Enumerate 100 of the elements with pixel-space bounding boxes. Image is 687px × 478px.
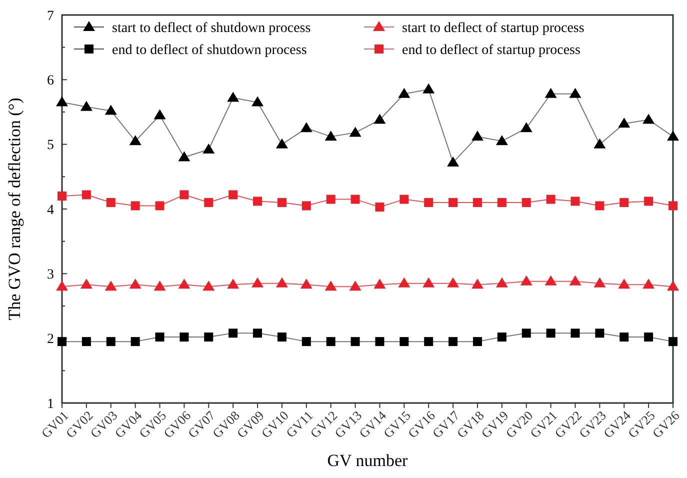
point: [642, 114, 655, 124]
y-tick-label: 3: [47, 268, 54, 283]
y-tick-label: 2: [47, 332, 54, 348]
point: [80, 278, 92, 289]
point: [497, 198, 506, 208]
legend-label: end to deflect of shutdown process: [112, 42, 307, 58]
point: [302, 337, 311, 346]
point: [374, 114, 386, 124]
point: [424, 198, 434, 208]
point: [180, 332, 189, 342]
point: [277, 198, 286, 208]
point: [644, 196, 654, 206]
point: [324, 130, 337, 141]
point: [349, 280, 362, 291]
point: [228, 328, 238, 338]
point: [180, 190, 189, 200]
point: [620, 332, 629, 342]
point: [472, 337, 482, 346]
point: [522, 198, 531, 208]
point: [178, 151, 190, 162]
y-tick-label: 7: [47, 8, 54, 24]
y-tick-label: 6: [47, 74, 54, 89]
point: [324, 280, 337, 291]
point: [253, 196, 262, 206]
point: [595, 328, 604, 338]
point: [522, 328, 531, 338]
y-tick-label: 1: [47, 396, 54, 412]
y-tick-label: 5: [47, 138, 54, 154]
point: [424, 337, 434, 346]
point: [228, 190, 238, 200]
point: [56, 280, 68, 291]
point: [667, 130, 679, 141]
point: [178, 278, 190, 289]
point: [276, 138, 288, 148]
point: [595, 201, 604, 210]
point: [104, 104, 117, 115]
point: [80, 100, 92, 111]
point: [155, 332, 164, 342]
point: [252, 96, 264, 106]
point: [104, 280, 117, 291]
point: [398, 88, 410, 98]
point: [202, 144, 215, 154]
point: [497, 332, 506, 342]
point: [448, 198, 458, 208]
legend-label: start to deflect of shutdown process: [112, 20, 311, 36]
point: [594, 277, 606, 288]
point: [668, 201, 678, 210]
point: [253, 328, 262, 338]
legend-label: end to deflect of startup process: [402, 42, 580, 58]
point: [471, 130, 484, 141]
point: [496, 277, 508, 288]
point: [642, 278, 655, 289]
point: [668, 337, 678, 346]
point: [350, 194, 360, 204]
point: [374, 278, 386, 289]
point: [594, 138, 606, 148]
point: [300, 122, 312, 132]
point: [544, 88, 557, 98]
point: [82, 190, 91, 200]
point: [130, 337, 140, 346]
point: [155, 201, 164, 210]
point: [350, 337, 360, 346]
point: [252, 277, 264, 288]
point: [58, 337, 66, 346]
point: [496, 135, 508, 146]
point: [422, 277, 435, 288]
point: [154, 280, 166, 291]
point: [422, 83, 435, 94]
point: [106, 337, 116, 346]
point: [130, 201, 140, 210]
point: [204, 198, 214, 208]
point: [106, 198, 116, 208]
point: [400, 337, 409, 346]
x-axis-title: GV number: [327, 451, 408, 470]
y-axis-title: The GVO range of deflection (°): [5, 98, 24, 320]
point: [326, 337, 336, 346]
point: [618, 118, 630, 128]
point: [154, 109, 166, 120]
point: [570, 196, 580, 206]
point: [129, 278, 142, 289]
point: [620, 198, 629, 208]
point: [471, 278, 484, 289]
point: [546, 194, 556, 204]
point: [520, 122, 532, 132]
point: [569, 88, 582, 98]
point: [227, 278, 240, 289]
point: [520, 275, 532, 286]
point: [447, 277, 460, 288]
point: [667, 280, 679, 291]
point: [204, 332, 214, 342]
point: [644, 332, 654, 342]
point: [349, 126, 362, 137]
point: [398, 277, 410, 288]
point: [82, 337, 91, 346]
legend-label: start to deflect of startup process: [402, 20, 584, 36]
point: [447, 156, 460, 166]
point: [544, 275, 557, 286]
point: [326, 194, 336, 204]
point: [276, 277, 288, 288]
point: [375, 337, 384, 346]
